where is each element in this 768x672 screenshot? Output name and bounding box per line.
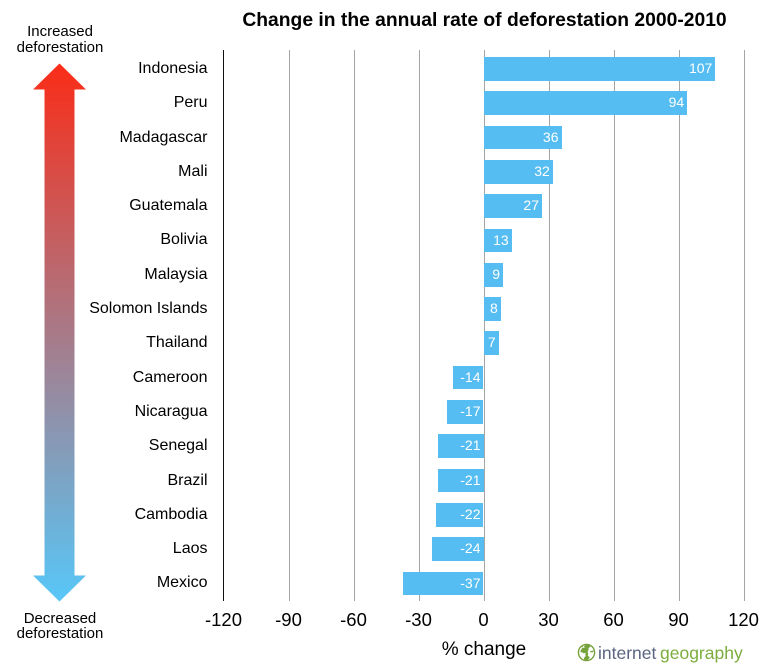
svg-text:geography: geography: [660, 643, 743, 663]
svg-text:internet: internet: [598, 643, 657, 663]
